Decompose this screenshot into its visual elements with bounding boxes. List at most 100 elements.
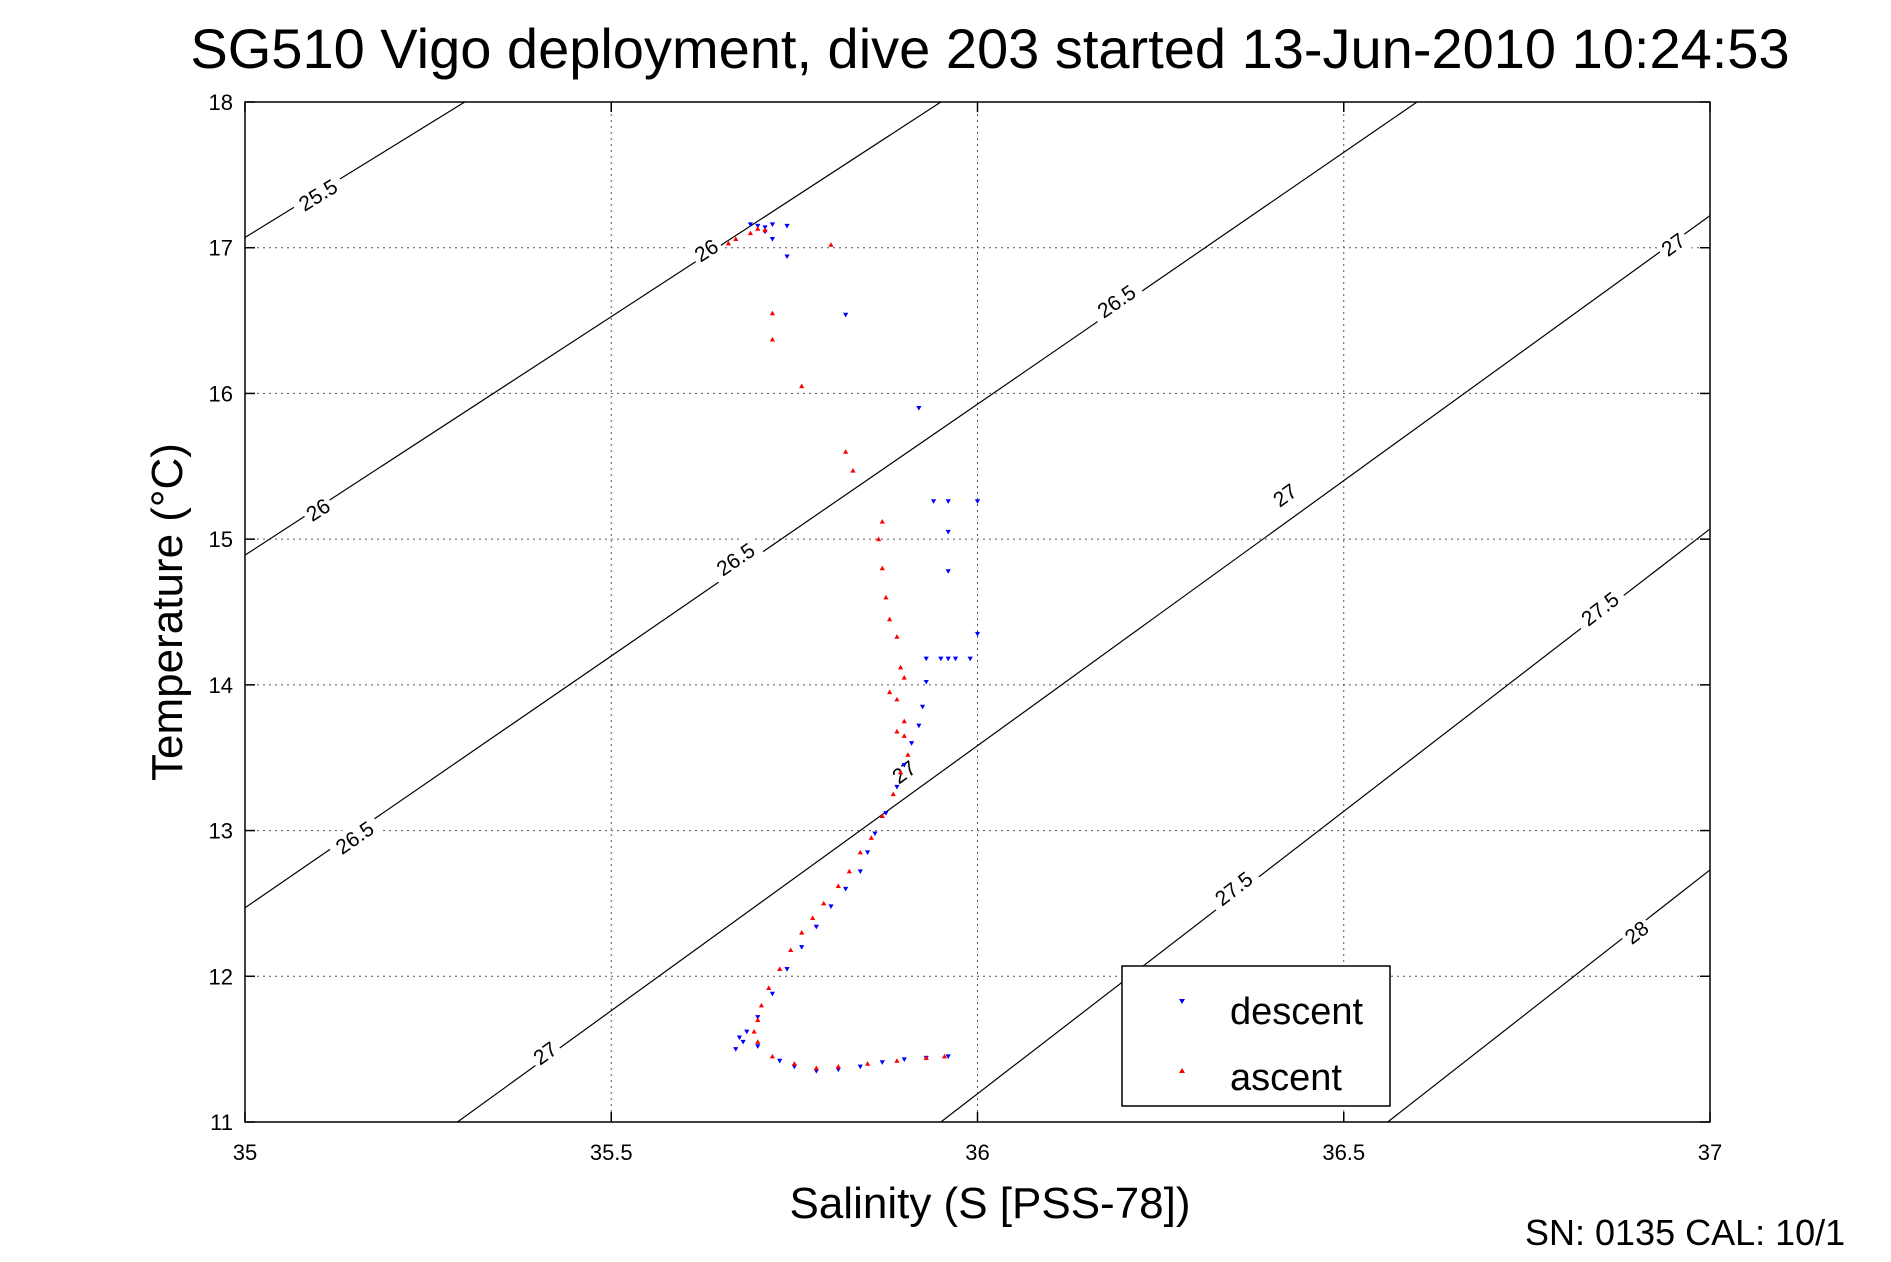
ascent-point bbox=[887, 689, 893, 695]
ascent-point bbox=[846, 868, 852, 874]
descent-point bbox=[784, 967, 790, 972]
contour-label-bg bbox=[1265, 476, 1305, 515]
ascent-point bbox=[868, 835, 874, 840]
grid bbox=[245, 102, 1710, 1122]
ascent-point bbox=[799, 929, 805, 935]
ascent-point bbox=[791, 1061, 797, 1066]
ascent-point bbox=[876, 536, 882, 542]
x-tick-label: 35.5 bbox=[590, 1140, 633, 1165]
ascent-point bbox=[901, 674, 907, 680]
contour-label-bg bbox=[1653, 225, 1694, 265]
y-tick-label: 17 bbox=[209, 236, 233, 261]
ascent-point bbox=[762, 227, 768, 233]
ascent-point bbox=[905, 752, 911, 757]
chart-title: SG510 Vigo deployment, dive 203 started … bbox=[190, 17, 1789, 80]
y-tick-label: 12 bbox=[209, 964, 233, 989]
y-tick-label: 15 bbox=[209, 527, 233, 552]
ascent-series bbox=[725, 226, 948, 1071]
ascent-point bbox=[879, 813, 885, 818]
descent-point bbox=[883, 811, 889, 816]
ascent-point bbox=[901, 733, 907, 738]
ascent-point bbox=[766, 985, 772, 990]
footer-text: SN: 0135 CAL: 10/1 bbox=[1525, 1212, 1845, 1253]
contour-label-bg bbox=[1570, 582, 1630, 636]
descent-point bbox=[857, 869, 863, 874]
isopycnal-line bbox=[244, 101, 466, 239]
descent-point bbox=[945, 499, 951, 504]
descent-point bbox=[974, 499, 981, 504]
ascent-point bbox=[751, 1029, 757, 1034]
descent-point bbox=[762, 225, 768, 230]
isopycnal-line bbox=[1387, 869, 1711, 1123]
ascent-point bbox=[923, 1055, 929, 1060]
ascent-point bbox=[733, 236, 739, 241]
ascent-point bbox=[835, 883, 841, 888]
descent-point bbox=[813, 1069, 819, 1074]
x-tick-label: 35 bbox=[233, 1140, 257, 1165]
ascent-point bbox=[894, 696, 900, 702]
isopycnal-line bbox=[244, 101, 942, 556]
descent-point bbox=[945, 656, 951, 662]
contour-label-bg bbox=[1204, 862, 1264, 916]
descent-point bbox=[843, 886, 849, 892]
legend: descent ascent bbox=[1121, 965, 1391, 1107]
x-tick-label: 36 bbox=[965, 1140, 989, 1165]
ascent-point bbox=[788, 947, 794, 953]
ascent-point bbox=[725, 240, 732, 246]
descent-point bbox=[901, 763, 907, 768]
descent-point bbox=[799, 945, 805, 950]
descent-point bbox=[945, 569, 951, 574]
descent-point bbox=[923, 679, 929, 685]
ascent-point bbox=[835, 1064, 841, 1069]
descent-point bbox=[945, 529, 951, 535]
ascent-point bbox=[821, 900, 827, 906]
y-tick-label: 13 bbox=[209, 819, 233, 844]
legend-box bbox=[1121, 965, 1391, 1107]
legend-ascent-label: ascent bbox=[1230, 1057, 1342, 1099]
contour-label-bg bbox=[525, 1034, 566, 1073]
descent-point bbox=[901, 1057, 907, 1062]
ascent-point bbox=[769, 1053, 775, 1059]
ascent-point bbox=[747, 230, 754, 236]
descent-point bbox=[967, 656, 973, 662]
contour-label-bg bbox=[325, 811, 385, 864]
legend-ascent-marker bbox=[1179, 1068, 1185, 1073]
descent-point bbox=[923, 656, 929, 662]
descent-point bbox=[813, 924, 819, 930]
y-tick-label: 11 bbox=[210, 1110, 233, 1135]
descent-point bbox=[769, 991, 775, 997]
isopycnal-line bbox=[244, 101, 1418, 909]
descent-point bbox=[769, 222, 775, 227]
descent-point bbox=[755, 1015, 761, 1020]
ascent-point bbox=[810, 915, 816, 920]
legend-descent-label: descent bbox=[1230, 991, 1364, 1033]
y-tick-label: 16 bbox=[209, 381, 233, 406]
x-tick-labels: 35 35.5 36 36.5 37 bbox=[233, 1140, 1722, 1165]
ascent-point bbox=[887, 616, 893, 622]
y-tick-label: 14 bbox=[209, 673, 233, 698]
descent-point bbox=[784, 254, 790, 260]
contour-label-bg bbox=[298, 490, 338, 530]
descent-point bbox=[938, 656, 944, 662]
descent-point bbox=[740, 1039, 746, 1045]
ascent-point bbox=[865, 1061, 871, 1066]
ascent-point bbox=[879, 565, 885, 571]
descent-point bbox=[908, 741, 915, 746]
contour-label-bg bbox=[288, 170, 349, 221]
ascent-point bbox=[883, 594, 889, 600]
ascent-point bbox=[755, 1039, 761, 1044]
ascent-point bbox=[897, 664, 904, 670]
ascent-point bbox=[755, 226, 761, 231]
ascent-point bbox=[901, 718, 907, 724]
descent-point bbox=[747, 222, 754, 227]
descent-point bbox=[744, 1029, 750, 1035]
descent-point bbox=[919, 704, 926, 710]
ascent-point bbox=[813, 1065, 819, 1071]
descent-point bbox=[784, 223, 790, 229]
ascent-point bbox=[755, 1017, 761, 1022]
ascent-point bbox=[857, 849, 863, 855]
ascent-point bbox=[777, 966, 783, 971]
y-tick-label: 18 bbox=[209, 90, 233, 115]
ascent-point bbox=[897, 769, 904, 775]
